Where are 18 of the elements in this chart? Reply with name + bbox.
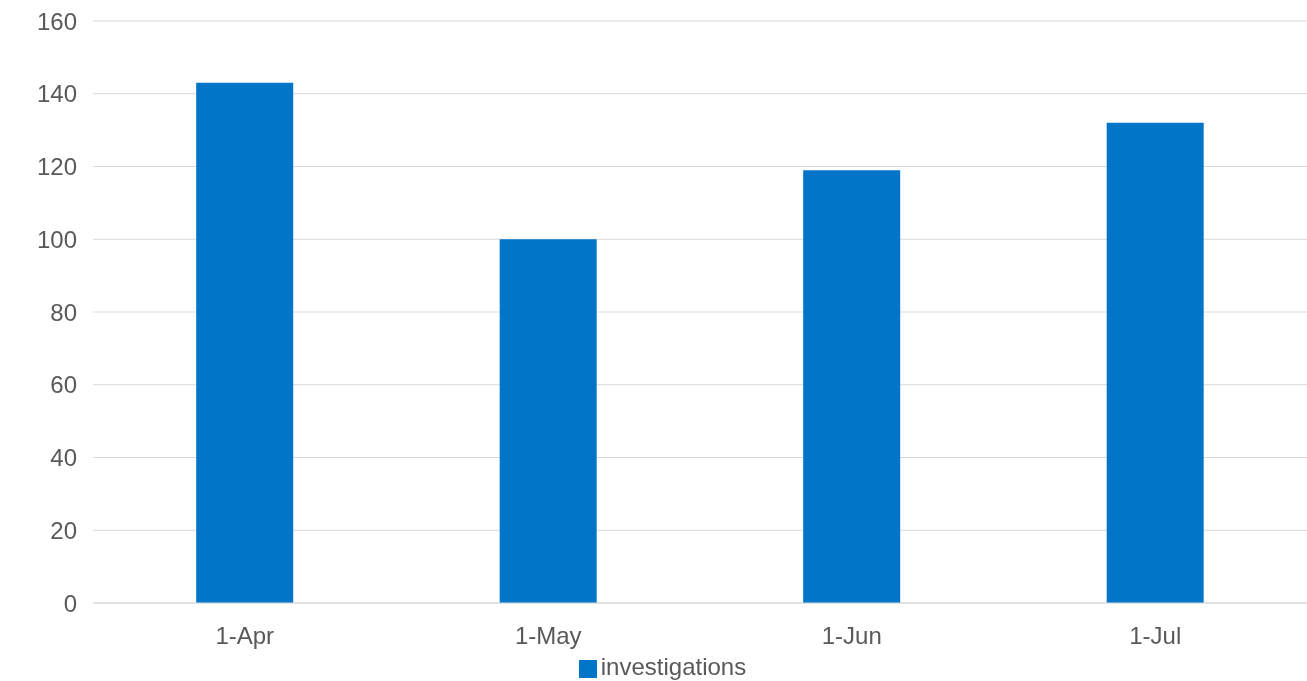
- bar: [196, 82, 294, 603]
- y-tick-label: 20: [50, 516, 77, 544]
- y-tick-label: 100: [36, 225, 77, 253]
- y-tick-label: 160: [36, 7, 77, 35]
- y-tick-label: 140: [36, 80, 77, 108]
- x-tick-label: 1-May: [514, 622, 582, 650]
- x-tick-label: 1-Jun: [821, 622, 882, 650]
- legend-label: investigations: [600, 653, 747, 680]
- y-tick-label: 40: [50, 444, 77, 472]
- x-tick-label: 1-Apr: [215, 622, 275, 650]
- bar: [499, 239, 597, 603]
- x-tick-label: 1-Jul: [1129, 622, 1182, 650]
- bar: [803, 170, 901, 603]
- y-tick-label: 80: [50, 298, 77, 326]
- y-tick-label: 0: [63, 589, 77, 617]
- y-tick-label: 120: [36, 153, 77, 181]
- y-tick-label: 60: [50, 371, 77, 399]
- bar: [1106, 122, 1204, 603]
